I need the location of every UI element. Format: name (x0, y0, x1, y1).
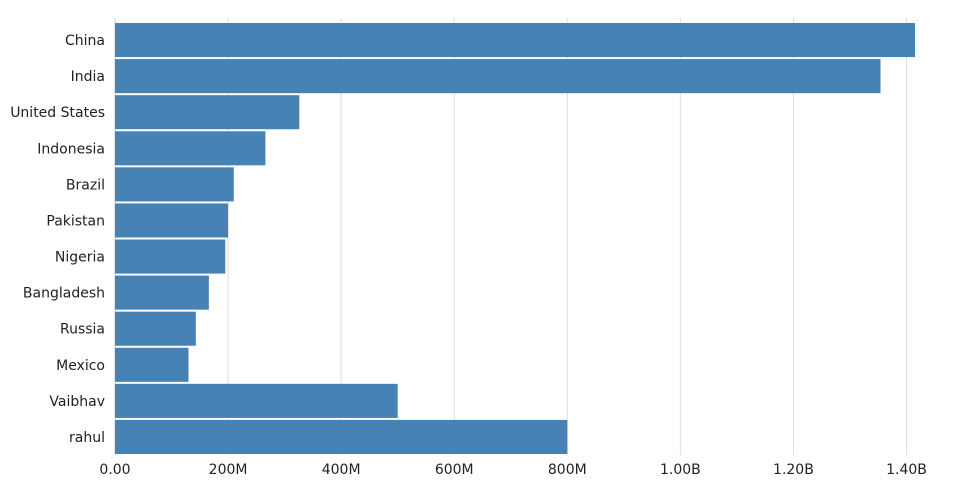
bar[interactable] (115, 311, 196, 346)
x-tick-label: 0.00 (99, 462, 130, 478)
bar[interactable] (115, 239, 226, 274)
category-label: India (71, 69, 105, 85)
bar[interactable] (115, 23, 915, 58)
bar[interactable] (115, 59, 881, 94)
bar[interactable] (115, 167, 234, 202)
x-tick-label: 1.40B (886, 462, 927, 478)
bar[interactable] (115, 275, 209, 310)
x-tick-label: 1.20B (773, 462, 814, 478)
category-label: Mexico (56, 358, 105, 374)
x-tick-label: 800M (548, 462, 587, 478)
category-label: Vaibhav (49, 394, 105, 410)
category-label: Bangladesh (23, 286, 105, 302)
x-tick-label: 600M (435, 462, 474, 478)
category-label: Indonesia (37, 141, 105, 157)
category-label: Nigeria (55, 250, 105, 266)
category-label: Pakistan (46, 213, 105, 229)
x-tick-label: 200M (209, 462, 248, 478)
bar[interactable] (115, 95, 300, 130)
category-label: rahul (69, 430, 105, 446)
bar[interactable] (115, 347, 189, 382)
bar[interactable] (115, 383, 398, 418)
bar[interactable] (115, 419, 568, 454)
bar[interactable] (115, 131, 266, 166)
bar[interactable] (115, 203, 229, 238)
bars (115, 23, 915, 454)
x-axis-tick-labels: 0.00 200M 400M 600M 800M 1.00B 1.20B 1.40B (99, 462, 926, 478)
x-tick-label: 1.00B (660, 462, 701, 478)
category-label: China (65, 33, 105, 49)
category-labels: China India United States Indonesia Brazil Pa… (10, 33, 105, 446)
category-label: Russia (60, 322, 105, 338)
x-tick-label: 400M (322, 462, 361, 478)
category-label: United States (10, 105, 105, 121)
category-label: Brazil (66, 177, 105, 193)
